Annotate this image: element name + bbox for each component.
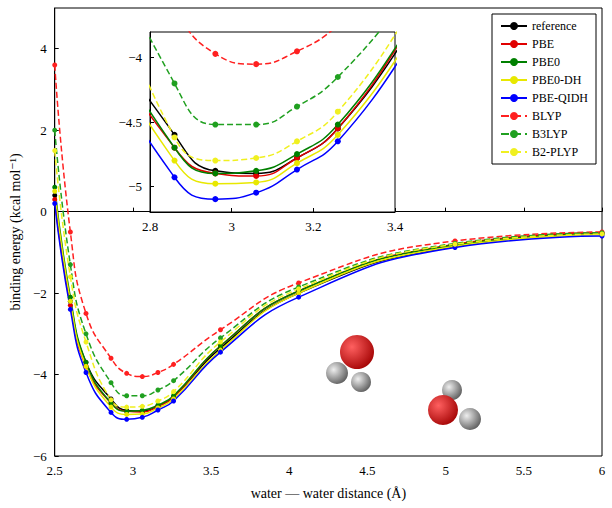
svg-text:water — water distance (Å): water — water distance (Å) [251,486,407,502]
svg-text:B2-PLYP: B2-PLYP [532,145,578,159]
svg-text:2: 2 [40,123,47,138]
svg-text:binding energy (kcal mol⁻¹): binding energy (kcal mol⁻¹) [8,153,24,310]
svg-text:3: 3 [130,463,137,478]
svg-text:3.4: 3.4 [387,219,404,234]
svg-text:3.5: 3.5 [203,463,219,478]
svg-text:6: 6 [599,463,606,478]
svg-text:PBE0-DH: PBE0-DH [532,73,582,87]
svg-text:−2: −2 [33,286,47,301]
svg-text:0: 0 [40,204,47,219]
svg-text:2.5: 2.5 [47,463,63,478]
svg-text:−5: −5 [128,179,142,194]
svg-text:4: 4 [40,41,47,56]
svg-text:reference: reference [532,19,577,33]
svg-text:−4: −4 [128,50,142,65]
svg-text:B3LYP: B3LYP [532,127,568,141]
svg-text:2.8: 2.8 [142,219,158,234]
svg-text:5: 5 [442,463,449,478]
svg-text:3: 3 [228,219,235,234]
svg-text:3.2: 3.2 [305,219,321,234]
svg-text:−6: −6 [33,449,47,464]
svg-text:4.5: 4.5 [359,463,375,478]
svg-text:BLYP: BLYP [532,109,562,123]
svg-text:PBE0: PBE0 [532,55,560,69]
svg-text:−4: −4 [33,367,47,382]
svg-text:4: 4 [286,463,293,478]
svg-text:5.5: 5.5 [516,463,532,478]
svg-text:−4.5: −4.5 [118,115,142,130]
svg-text:PBE: PBE [532,37,554,51]
svg-text:PBE-QIDH: PBE-QIDH [532,91,588,105]
